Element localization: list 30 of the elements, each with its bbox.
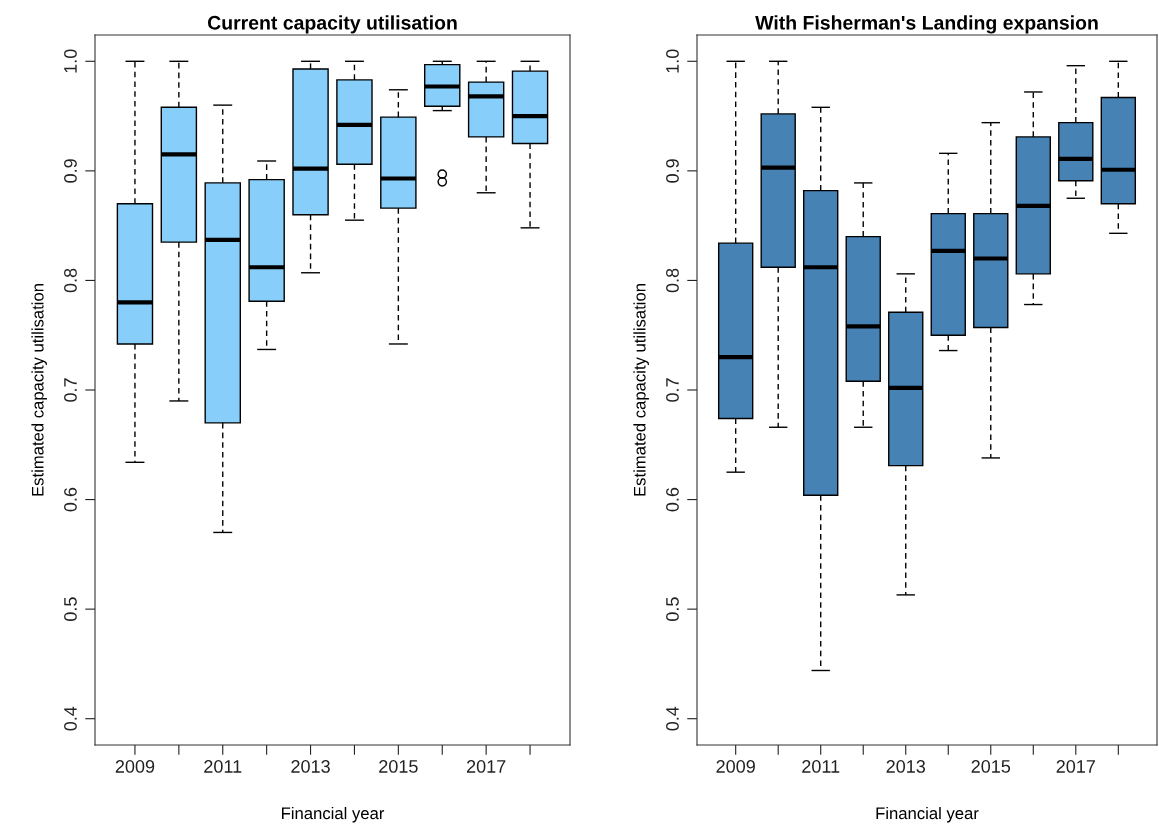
y-tick-label: 0.8 (666, 268, 679, 293)
y-tick-label: 0.7 (666, 378, 679, 402)
y-axis-title: Estimated capacity utilisation (31, 284, 47, 496)
y-tick-label: 0.7 (64, 378, 77, 402)
chart-title: With Fisherman's Landing expansion (755, 15, 1098, 34)
y-tick-label: 0.4 (666, 706, 679, 731)
y-tick-label: 1.0 (64, 49, 77, 73)
y-axis-title: Estimated capacity utilisation (633, 284, 649, 496)
y-tick-label: 0.6 (64, 487, 77, 512)
x-tick-label: 2009 (716, 760, 755, 773)
x-tick-label: 2011 (204, 760, 242, 773)
y-tick-label: 0.6 (666, 487, 679, 512)
chart-title: Current capacity utilisation (207, 15, 457, 34)
x-tick-label: 2015 (971, 760, 1011, 773)
x-tick-label: 2017 (1056, 760, 1095, 773)
y-tick-label: 1.0 (666, 49, 679, 73)
x-tick-label: 2011 (802, 760, 840, 773)
x-tick-label: 2015 (379, 760, 418, 773)
y-tick-label: 0.4 (64, 706, 77, 731)
y-tick-label: 0.9 (64, 159, 77, 183)
y-tick-label: 0.5 (666, 597, 679, 621)
y-tick-label: 0.8 (64, 268, 77, 293)
x-tick-label: 2017 (466, 760, 506, 773)
x-tick-label: 2009 (115, 760, 155, 773)
x-axis-title: Financial year (281, 806, 385, 823)
y-tick-label: 0.9 (666, 159, 679, 183)
x-tick-label: 2013 (291, 760, 330, 773)
x-axis-title: Financial year (876, 806, 979, 823)
x-tick-label: 2013 (886, 760, 926, 773)
y-tick-label: 0.5 (64, 597, 77, 621)
